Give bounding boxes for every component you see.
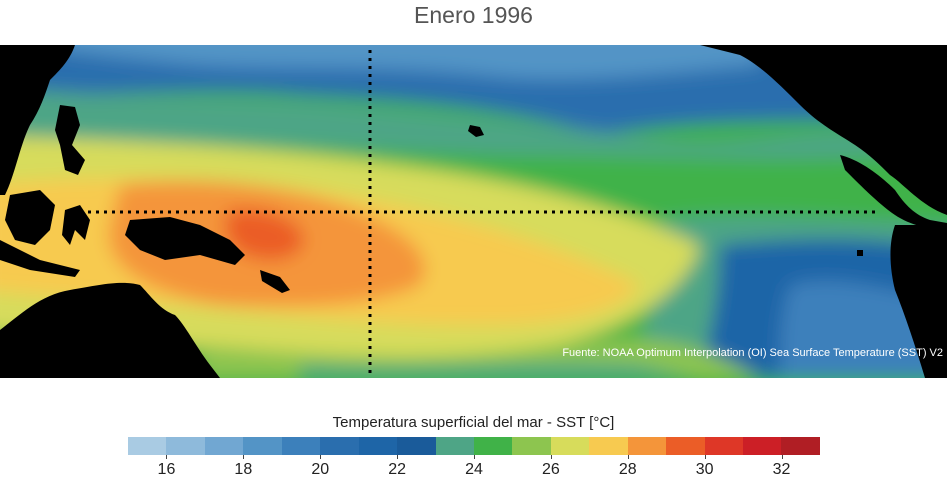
colorbar-tick-label: 24 (465, 461, 483, 478)
land-asia (0, 45, 75, 195)
sst-field (0, 45, 947, 378)
land-central-america (840, 155, 947, 230)
colorbar-ticks: 16 18 20 22 24 26 28 30 32 (128, 455, 820, 480)
sst-map: Fuente: NOAA Optimum Interpolation (OI) … (0, 45, 947, 378)
colorbar-swatch (243, 437, 282, 455)
colorbar-tick-mark (627, 455, 629, 459)
colorbar-tick-mark (397, 455, 399, 459)
colorbar-swatch (473, 437, 513, 455)
colorbar-tick-label: 16 (157, 461, 176, 478)
colorbar-swatch (204, 437, 244, 455)
colorbar-swatch (166, 437, 205, 455)
colorbar-tick-mark (166, 455, 168, 459)
colorbar-tick-label: 18 (234, 461, 253, 478)
colorbar-tick-label: 32 (772, 461, 791, 478)
colorbar-tick-mark (243, 455, 245, 459)
colorbar-tick-label: 30 (695, 461, 714, 478)
land-hawaii (468, 125, 484, 137)
land-south-america (890, 225, 947, 378)
colorbar-swatch (397, 437, 436, 455)
colorbar-tick-mark (474, 455, 475, 459)
land-galapagos (857, 250, 863, 256)
colorbar-swatch (435, 437, 474, 455)
sst-band-north-22 (0, 87, 900, 160)
land-philippines (55, 105, 85, 175)
colorbar-swatch (358, 437, 398, 455)
colorbar-swatch (743, 437, 782, 455)
source-note: Fuente: NOAA Optimum Interpolation (OI) … (562, 347, 943, 359)
map-title: Enero 1996 (414, 2, 533, 28)
land-north-america (700, 45, 947, 215)
colorbar-swatch (281, 437, 321, 455)
colorbar-swatch (627, 437, 667, 455)
sst-band-south-23 (300, 363, 700, 378)
colorbar-tick-label: 28 (618, 461, 637, 478)
reference-lines (80, 50, 880, 378)
colorbar-tick-mark (320, 455, 322, 459)
colorbar-swatch (666, 437, 705, 455)
sst-map-svg (0, 45, 947, 378)
colorbar-swatch (704, 437, 743, 455)
colorbar (128, 437, 820, 455)
land-sumatra-java (0, 240, 80, 277)
land-solomon (260, 270, 290, 293)
land-cuba (855, 100, 910, 119)
colorbar-tick-mark (550, 455, 552, 459)
colorbar-swatch (781, 437, 820, 455)
colorbar-swatch (128, 437, 167, 455)
colorbar-tick-label: 26 (541, 461, 560, 478)
colorbar-tick-label: 22 (388, 461, 407, 478)
colorbar-tick-mark (704, 455, 706, 459)
colorbar-swatch (512, 437, 551, 455)
colorbar-swatch (320, 437, 359, 455)
colorbar-tick-label: 20 (311, 461, 330, 478)
sst-band-30 (225, 209, 305, 260)
land-borneo (5, 190, 55, 245)
land-sulawesi (62, 205, 90, 245)
colorbar-swatch (550, 437, 590, 455)
land-masses (0, 45, 947, 378)
land-australia (0, 282, 220, 378)
legend-title: Temperatura superficial del mar - SST [°… (332, 414, 615, 431)
colorbar-swatch (589, 437, 628, 455)
land-new-guinea (125, 217, 245, 265)
sst-band-north-18 (60, 45, 760, 80)
colorbar-tick-mark (781, 455, 783, 459)
